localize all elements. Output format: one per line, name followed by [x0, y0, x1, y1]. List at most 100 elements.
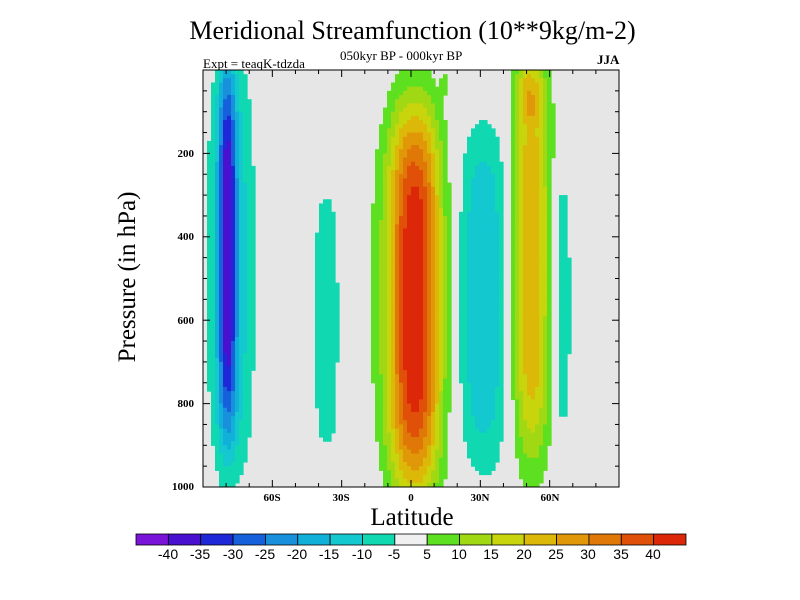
contour-cell [215, 278, 220, 284]
contour-cell [419, 445, 424, 451]
contour-cell [223, 257, 228, 263]
contour-cell [327, 282, 332, 288]
contour-cell [415, 240, 420, 246]
contour-cell [219, 249, 224, 255]
contour-cell [547, 424, 552, 430]
contour-cell [235, 349, 240, 355]
contour-cell [523, 336, 528, 342]
contour-cell [227, 299, 232, 305]
contour-cell [243, 107, 248, 113]
contour-cell [479, 245, 484, 250]
contour-cell [483, 428, 488, 434]
contour-cell [531, 203, 536, 209]
contour-cell [419, 424, 424, 430]
contour-cell [423, 274, 428, 280]
contour-cell [399, 370, 404, 376]
contour-cell [211, 403, 216, 409]
contour-cell [399, 245, 404, 250]
contour-cell [547, 203, 552, 209]
contour-cell [427, 432, 432, 438]
contour-cell [395, 432, 400, 438]
contour-cell [211, 316, 216, 321]
contour-cell [251, 195, 256, 200]
contour-cell [463, 220, 468, 225]
contour-cell [539, 107, 544, 113]
contour-cell [563, 316, 568, 321]
contour-cell [235, 407, 240, 413]
contour-cell [511, 245, 516, 250]
contour-cell [331, 299, 336, 305]
contour-cell [527, 382, 532, 388]
contour-cell [431, 286, 436, 292]
contour-cell [459, 274, 464, 280]
contour-cell [563, 215, 568, 221]
contour-cell [479, 461, 484, 467]
contour-cell [211, 232, 216, 238]
contour-cell [527, 453, 532, 459]
contour-cell [463, 178, 468, 184]
contour-cell [419, 170, 424, 175]
contour-cell [531, 140, 536, 146]
contour-cell [467, 299, 472, 305]
contour-cell [379, 165, 384, 171]
contour-cell [427, 74, 432, 79]
contour-cell [519, 215, 524, 221]
contour-cell [475, 286, 480, 292]
contour-cell [427, 240, 432, 246]
contour-cell [383, 132, 388, 138]
contour-cell [487, 203, 492, 209]
contour-cell [319, 403, 324, 409]
contour-cell [243, 170, 248, 175]
contour-cell [407, 161, 412, 167]
contour-cell [527, 149, 532, 154]
contour-cell [231, 120, 236, 125]
contour-cell [539, 236, 544, 242]
contour-cell [231, 86, 236, 92]
contour-cell [395, 366, 400, 371]
contour-cell [431, 378, 436, 384]
contour-cell [491, 149, 496, 154]
contour-cell [431, 274, 436, 280]
contour-cell [427, 203, 432, 209]
contour-cell [511, 324, 516, 330]
contour-cell [419, 132, 424, 138]
contour-cell [247, 211, 252, 217]
contour-cell [403, 261, 408, 267]
contour-cell [415, 157, 420, 163]
contour-cell [239, 136, 244, 142]
contour-cell [563, 270, 568, 275]
contour-cell [239, 382, 244, 388]
contour-cell [443, 466, 448, 471]
contour-cell [231, 132, 236, 138]
contour-cell [431, 395, 436, 401]
contour-cell [411, 211, 416, 217]
contour-cell [563, 374, 568, 380]
contour-cell [215, 324, 220, 330]
contour-cell [419, 282, 424, 288]
contour-cell [243, 299, 248, 305]
contour-cell [219, 466, 224, 471]
contour-cell [227, 391, 232, 396]
contour-cell [419, 99, 424, 104]
contour-cell [527, 386, 532, 392]
contour-cell [375, 324, 380, 330]
contour-cell [387, 103, 392, 109]
contour-cell [395, 453, 400, 459]
contour-cell [207, 240, 212, 246]
contour-cell [391, 420, 396, 426]
contour-cell [539, 466, 544, 471]
contour-cell [219, 328, 224, 334]
contour-cell [519, 320, 524, 325]
contour-cell [483, 395, 488, 401]
contour-cell [227, 174, 232, 180]
contour-cell [511, 282, 516, 288]
contour-cell [499, 424, 504, 430]
contour-cell [439, 282, 444, 288]
contour-cell [511, 107, 516, 113]
contour-cell [399, 445, 404, 451]
contour-cell [487, 182, 492, 188]
contour-cell [487, 428, 492, 434]
contour-cell [447, 353, 452, 359]
contour-cell [415, 115, 420, 121]
contour-cell [559, 374, 564, 380]
